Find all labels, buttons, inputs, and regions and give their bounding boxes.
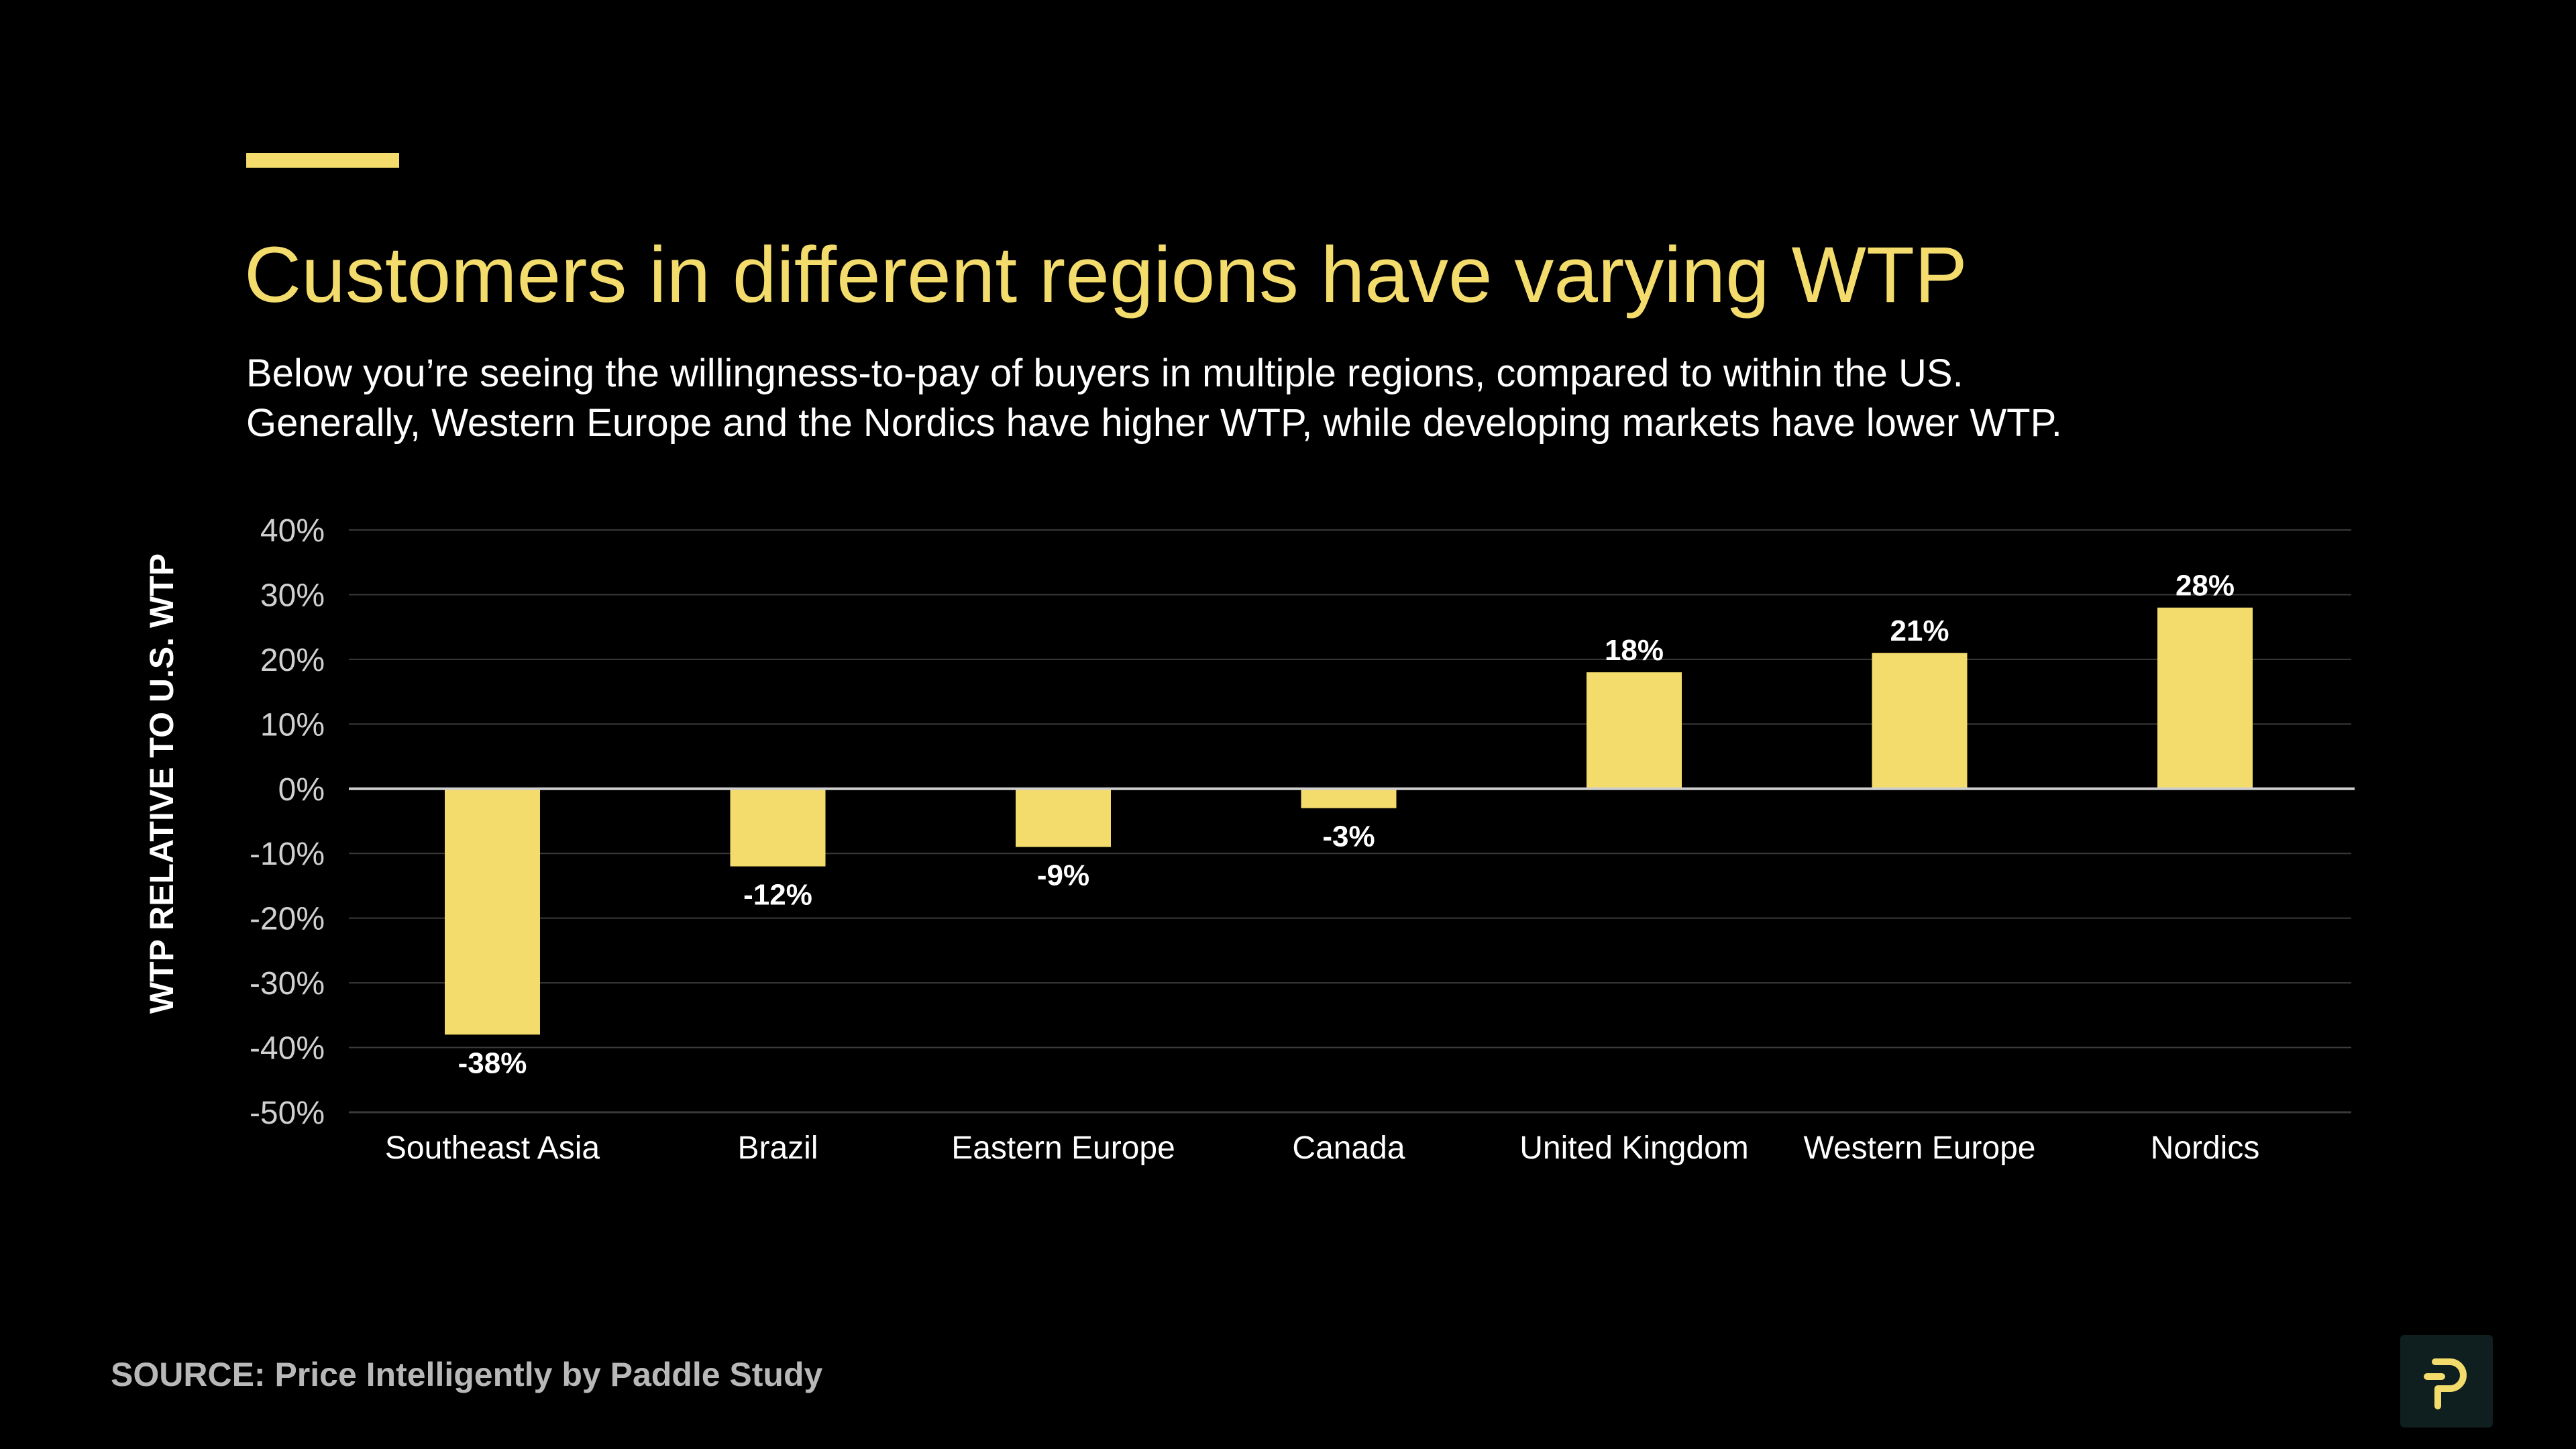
y-axis-title: WTP RELATIVE TO U.S. WTP [143,553,180,1014]
y-tick-labels: 40% 30% 20% 10% 0% -10% -20% -30% -40% -50% [250,513,325,1131]
grid-lines [349,529,2351,1114]
x-tick-label: Eastern Europe [951,1130,1175,1166]
value-label: 28% [2176,570,2235,602]
value-label: -38% [458,1046,527,1079]
x-tick-label: Brazil [737,1130,818,1166]
y-tick-label: -40% [250,1031,325,1067]
x-tick-label: Southeast Asia [385,1130,600,1166]
value-label: -12% [743,879,812,912]
value-labels: -38% -12% -9% -3% 18% 21% 28% [458,570,2235,1080]
bars [445,607,2253,1035]
page-title: Customers in different regions have vary… [244,231,1968,319]
subtitle-line-2: Generally, Western Europe and the Nordic… [246,401,2062,445]
subtitle-line-1: Below you’re seeing the willingness-to-p… [246,352,1964,395]
x-tick-label: Nordics [2151,1130,2260,1166]
paddle-logo-icon [2424,1358,2467,1409]
bar-united-kingdom [1587,672,1682,789]
bar-nordics [2157,607,2253,789]
y-tick-label: 20% [260,643,325,678]
paddle-logo[interactable] [2400,1335,2493,1428]
y-tick-label: -50% [250,1095,325,1131]
x-tick-labels: Southeast Asia Brazil Eastern Europe Canada… [385,1130,2259,1166]
accent-bar [246,153,399,168]
bar-western-europe [1872,653,1968,789]
value-label: 18% [1605,634,1664,667]
y-tick-label: -30% [250,966,325,1002]
y-tick-label: 10% [260,707,325,743]
x-tick-label: United Kingdom [1519,1130,1749,1166]
bar-southeast-asia [445,788,540,1035]
y-tick-label: 30% [260,578,325,613]
source-note: SOURCE: Price Intelligently by Paddle St… [111,1356,823,1393]
x-tick-label: Canada [1292,1130,1405,1166]
value-label: -3% [1322,820,1375,853]
value-label: -9% [1037,859,1089,892]
bar-brazil [730,788,826,867]
bar-canada [1301,788,1397,808]
bar-eastern-europe [1016,788,1111,847]
y-tick-label: -20% [250,902,325,937]
y-tick-label: 0% [278,772,325,808]
value-label: 21% [1890,614,1949,647]
subtitle: Below you’re seeing the willingness-to-p… [246,349,2062,448]
y-tick-label: 40% [260,513,325,549]
x-tick-label: Western Europe [1804,1130,2036,1166]
y-tick-label: -10% [250,837,325,872]
